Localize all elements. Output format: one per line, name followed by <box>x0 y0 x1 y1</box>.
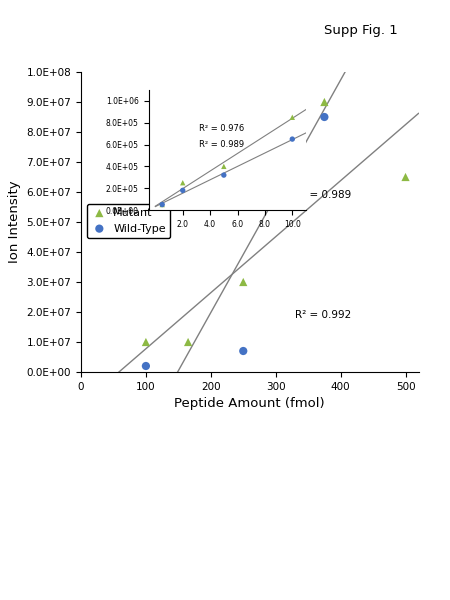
Wild-Type <box>240 346 247 356</box>
Wild-Type <box>321 112 328 122</box>
Mutant <box>240 277 247 287</box>
Point <box>158 200 166 209</box>
Text: R² = 0.989: R² = 0.989 <box>295 190 351 200</box>
Mutant <box>142 337 149 347</box>
Y-axis label: Ion Intensity: Ion Intensity <box>8 181 21 263</box>
Point <box>179 185 186 195</box>
Mutant <box>321 97 328 107</box>
Text: R² = 0.989: R² = 0.989 <box>199 140 244 149</box>
Point <box>220 170 227 180</box>
Legend: Mutant, Wild-Type: Mutant, Wild-Type <box>86 203 170 238</box>
Point <box>289 112 296 122</box>
Point <box>220 161 227 171</box>
Text: R² = 0.976: R² = 0.976 <box>199 124 244 133</box>
Text: R² = 0.992: R² = 0.992 <box>295 310 351 320</box>
Wild-Type <box>142 361 149 371</box>
Point <box>158 200 166 209</box>
X-axis label: Peptide Amount (fmol): Peptide Amount (fmol) <box>175 397 325 410</box>
Point <box>179 178 186 188</box>
Mutant <box>402 172 409 182</box>
Mutant <box>184 337 192 347</box>
Text: Supp Fig. 1: Supp Fig. 1 <box>324 24 398 37</box>
Point <box>289 134 296 144</box>
